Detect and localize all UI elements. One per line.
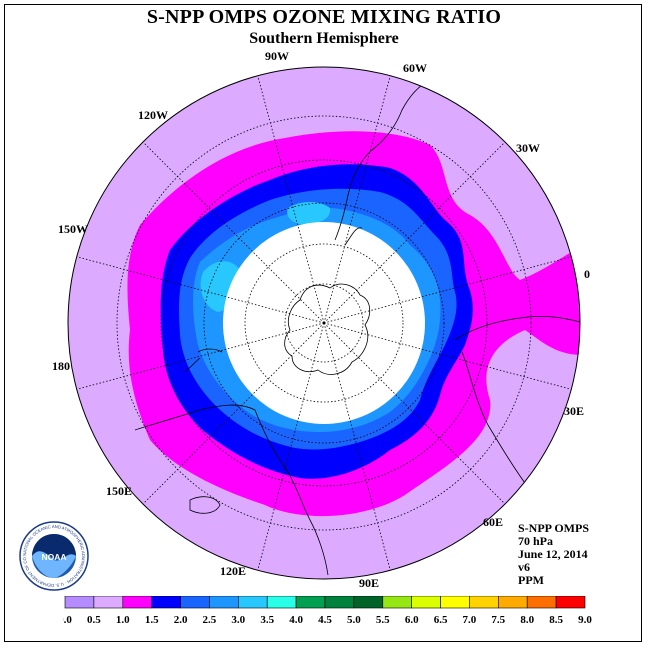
instrument-label: S-NPP OMPS: [518, 521, 589, 535]
colorbar-tick: 2.0: [174, 614, 188, 626]
lon-label-120e: 120E: [220, 564, 246, 578]
colorbar-tick: 4.0: [289, 614, 303, 626]
africa-coastline: [454, 315, 580, 491]
antarctica-coastline: [284, 283, 371, 375]
colorbar-tick: 5.0: [347, 614, 361, 626]
colorbar-swatch: [324, 596, 355, 609]
colorbar-swatch: [266, 596, 297, 609]
colorbar-tick: 3.5: [260, 614, 274, 626]
colorbar-swatch: [469, 596, 499, 609]
meridian-line: [323, 322, 506, 505]
meridian-line: [323, 141, 506, 324]
latitude-circle: [244, 243, 404, 403]
meridian-line: [142, 322, 325, 505]
noaa-logo: NATIONAL OCEANIC AND ATMOSPHERIC ADMINIS…: [18, 520, 89, 591]
meridian-line: [257, 322, 325, 571]
colorbar-tick: 8.5: [549, 614, 563, 626]
colorbar-swatch: [122, 596, 152, 609]
colorbar-swatch: [64, 596, 95, 609]
colorbar-tick: 1.0: [116, 614, 130, 626]
meridian-line: [142, 141, 325, 324]
units-label: PPM: [518, 573, 544, 587]
lon-label-150w: 150W: [58, 222, 88, 236]
ozone-field: [68, 67, 580, 579]
meridian-line: [323, 322, 391, 571]
colorbar-swatch: [526, 596, 557, 609]
lon-label-150e: 150E: [106, 484, 132, 498]
colorbar-tick: 3.0: [231, 614, 245, 626]
colorbar-tick: 8.0: [520, 614, 534, 626]
meridian-line: [76, 322, 325, 390]
colorbar-swatch: [497, 596, 528, 609]
date-label: June 12, 2014: [518, 547, 588, 561]
logo-text: NOAA: [41, 552, 66, 562]
colorbar-swatch: [411, 596, 441, 609]
australia-coastline: [134, 404, 329, 576]
logo-bird-shape: [32, 551, 76, 578]
version-label: v6: [518, 560, 530, 574]
colorbar-swatch: [295, 596, 326, 609]
new-zealand-coastline: [184, 348, 223, 373]
lon-label-120w: 120W: [138, 108, 168, 122]
colorbar-swatch: [440, 596, 470, 609]
logo-top-shape: [32, 534, 76, 559]
colorbar-tick: 7.0: [463, 614, 477, 626]
colorbar-tick: 1.5: [145, 614, 159, 626]
meridian-line: [76, 256, 325, 324]
map-title: S-NPP OMPS OZONE MIXING RATIO: [146, 6, 502, 28]
figure-frame: [4, 4, 642, 642]
colorbar-swatch: [238, 596, 268, 609]
colorbar: 0.0 0.5 1.0 1.5 2.0 2.5 3.0 3.5 4.0 4.5 …: [63, 596, 592, 626]
colorbar-swatch: [180, 596, 210, 609]
lon-label-90w: 90W: [265, 49, 289, 63]
colorbar-tick: 0.0: [63, 614, 72, 626]
coastlines: [134, 79, 580, 576]
colorbar-tick: 9.0: [578, 614, 592, 626]
lon-label-60e: 60E: [483, 515, 503, 529]
lon-label-30w: 30W: [516, 141, 540, 155]
colorbar-tick: 6.5: [434, 614, 448, 626]
colorbar-swatch: [353, 596, 384, 609]
lon-label-0: 0: [584, 267, 590, 281]
lon-label-90e: 90E: [359, 576, 379, 590]
colorbar-tick: 0.5: [87, 614, 101, 626]
colorbar-tick: 2.5: [203, 614, 217, 626]
colorbar-tick: 6.0: [405, 614, 419, 626]
ozone-level-cyan: [287, 202, 331, 225]
lon-label-180: 180: [52, 359, 70, 373]
colorbar-tick: 5.5: [376, 614, 390, 626]
latitude-circle: [160, 159, 488, 487]
pressure-label: 70 hPa: [518, 534, 554, 548]
latitude-circle: [284, 283, 364, 363]
colorbar-swatch: [209, 596, 239, 609]
colorbar-ticks: 0.0 0.5 1.0 1.5 2.0 2.5 3.0 3.5 4.0 4.5 …: [63, 614, 592, 626]
lon-label-60w: 60W: [403, 61, 427, 75]
colorbar-swatches: [64, 596, 586, 609]
south-pole-marker: [322, 321, 326, 325]
colorbar-tick: 7.5: [491, 614, 505, 626]
meridian-line: [323, 75, 391, 324]
colorbar-swatch: [555, 596, 586, 609]
colorbar-swatch: [151, 596, 181, 609]
map-subtitle: Southern Hemisphere: [249, 30, 399, 47]
colorbar-swatch: [382, 596, 412, 609]
colorbar-tick: 4.5: [318, 614, 332, 626]
graticule: [76, 75, 572, 571]
meridian-line: [323, 256, 572, 324]
colorbar-swatch: [93, 596, 124, 609]
latitude-circle: [116, 115, 532, 531]
info-block: S-NPP OMPS 70 hPa June 12, 2014 v6 PPM: [518, 522, 589, 587]
meridian-line: [257, 75, 325, 324]
lon-label-30e: 30E: [564, 404, 584, 418]
south-america-coastline: [334, 79, 431, 246]
map-boundary: [67, 66, 581, 580]
meridian-line: [323, 322, 572, 390]
latitude-circle: [203, 202, 445, 444]
